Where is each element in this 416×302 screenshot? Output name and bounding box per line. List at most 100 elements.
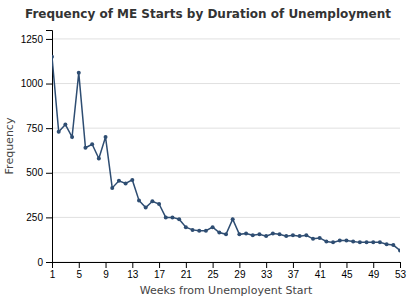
point (291, 233, 295, 237)
y-tick: 1000 (21, 78, 52, 89)
x-tick: 45 (341, 262, 353, 280)
x-axis: 1591317212529333741454953 (50, 262, 407, 280)
point (144, 206, 148, 210)
point (150, 199, 154, 203)
point (63, 123, 67, 127)
y-tick-mark (46, 84, 52, 85)
point (191, 228, 195, 232)
x-tick: 29 (234, 262, 246, 280)
title: Frequency of ME Starts by Duration of Un… (25, 7, 391, 21)
point (130, 178, 134, 182)
point (224, 232, 228, 236)
point (137, 198, 141, 202)
point (184, 225, 188, 229)
y-tick-label: 500 (26, 167, 43, 178)
x-tick-mark (159, 262, 160, 268)
y-axis: 025050075010001250 (21, 31, 53, 268)
point (177, 217, 181, 221)
x-tick-mark (106, 262, 107, 268)
point (77, 71, 81, 75)
y-tick-mark (46, 262, 52, 263)
x-tick: 1 (50, 262, 56, 280)
point (83, 146, 87, 150)
x-tick-label: 37 (288, 269, 300, 280)
point (371, 240, 375, 244)
point (157, 202, 161, 206)
x-tick-mark (186, 262, 187, 268)
point (264, 234, 268, 238)
point (351, 239, 355, 243)
x-tick: 53 (395, 262, 407, 280)
point (385, 242, 389, 246)
x-tick: 13 (127, 262, 139, 280)
grid-line (52, 172, 400, 173)
y-tick-label: 250 (26, 212, 43, 223)
x-tick-label: 33 (261, 269, 273, 280)
point (311, 237, 315, 241)
point (318, 236, 322, 240)
x-tick-mark (373, 262, 374, 268)
point (398, 248, 400, 252)
point (358, 240, 362, 244)
point (204, 229, 208, 233)
plot-area: 1591317212529333741454953025050075010001… (21, 31, 407, 281)
x-tick-label: 9 (103, 269, 109, 280)
x-tick-mark (266, 262, 267, 268)
point (70, 135, 74, 139)
point (284, 234, 288, 238)
chart: 1591317212529333741454953025050075010001… (0, 0, 416, 302)
point (164, 215, 168, 219)
y-tick-mark (46, 128, 52, 129)
x-tick-label: 21 (181, 269, 193, 280)
point (104, 135, 108, 139)
point (378, 240, 382, 244)
y-tick-mark (46, 39, 52, 40)
point (211, 225, 215, 229)
point (257, 232, 261, 236)
point (90, 142, 94, 146)
point (97, 156, 101, 160)
point (304, 233, 308, 237)
point (344, 239, 348, 243)
x-tick: 33 (261, 262, 273, 280)
x-tick-label: 25 (208, 269, 220, 280)
point (365, 240, 369, 244)
x-tick-mark (213, 262, 214, 268)
x-tick: 37 (288, 262, 300, 280)
y-tick: 0 (37, 257, 52, 268)
x-tick: 17 (154, 262, 166, 280)
x-tick-label: 45 (341, 269, 353, 280)
x-tick-label: 49 (368, 269, 380, 280)
point (231, 217, 235, 221)
y-tick: 250 (26, 212, 52, 223)
x-tick: 21 (181, 262, 193, 280)
x-tick-mark (132, 262, 133, 268)
x-axis-title: Weeks from Unemployent Start (140, 284, 313, 297)
point (278, 232, 282, 236)
point (124, 181, 128, 185)
point (331, 240, 335, 244)
y-axis-line (46, 31, 53, 263)
point (237, 232, 241, 236)
x-tick: 41 (315, 262, 327, 280)
point (298, 234, 302, 238)
x-tick-mark (79, 262, 80, 268)
x-tick-mark (293, 262, 294, 268)
x-tick-mark (239, 262, 240, 268)
point (271, 231, 275, 235)
y-tick-mark (46, 173, 52, 174)
point (52, 55, 54, 59)
grid-line (52, 83, 400, 84)
x-tick-mark (400, 262, 401, 268)
x-tick-mark (320, 262, 321, 268)
grid-line (52, 217, 400, 218)
x-tick: 49 (368, 262, 380, 280)
series (52, 55, 400, 253)
y-tick-mark (46, 217, 52, 218)
y-tick-label: 0 (37, 257, 43, 268)
y-tick-label: 750 (26, 123, 43, 134)
y-axis-title: Frequency (3, 117, 16, 174)
point (197, 229, 201, 233)
x-axis-line (53, 263, 401, 269)
x-tick-label: 29 (234, 269, 246, 280)
